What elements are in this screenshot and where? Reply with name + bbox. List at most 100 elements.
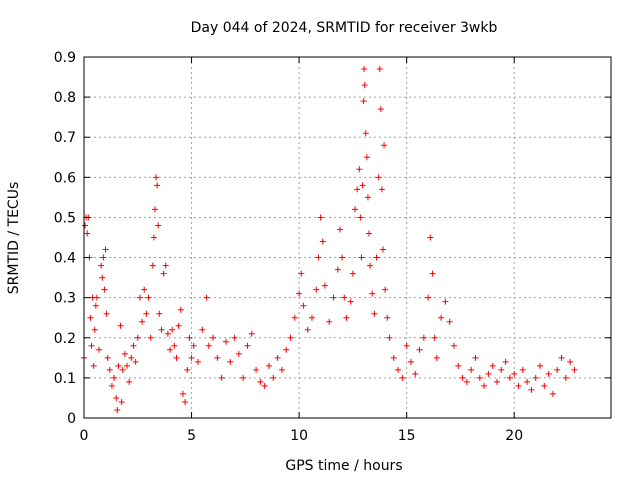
data-point [558, 354, 565, 361]
data-point [102, 246, 109, 253]
data-point [361, 82, 368, 89]
data-point [319, 238, 326, 245]
tick-labels: 0 0.1 0.2 0.3 0.4 0.5 0.6 0.7 0.8 0.9 0 5 10 15 20 [54, 50, 523, 444]
data-point [359, 182, 366, 189]
data-point [364, 194, 371, 201]
y-tick-label: 0.7 [54, 130, 76, 146]
data-point [373, 254, 380, 261]
data-point [156, 310, 163, 317]
data-point [149, 262, 156, 269]
grid-lines [84, 57, 611, 418]
data-point [117, 322, 124, 329]
data-point [139, 318, 146, 325]
data-point [84, 230, 91, 237]
data-point [186, 334, 193, 341]
x-tick-label: 5 [187, 428, 196, 444]
x-axis-label: GPS time / hours [285, 458, 402, 474]
data-point [511, 370, 518, 377]
data-point [111, 374, 118, 381]
data-point [222, 338, 229, 345]
data-point [304, 326, 311, 333]
chart-title: Day 044 of 2024, SRMTID for receiver 3wk… [191, 20, 498, 36]
data-point [130, 342, 137, 349]
data-point [362, 130, 369, 137]
data-point [356, 166, 363, 173]
data-point [203, 294, 210, 301]
data-point [367, 262, 374, 269]
y-tick-label: 0.6 [54, 170, 76, 186]
data-point [541, 382, 548, 389]
data-point [244, 342, 251, 349]
data-point [115, 362, 122, 369]
y-tick-label: 0.5 [54, 210, 76, 226]
data-point [528, 386, 535, 393]
data-point [395, 366, 402, 373]
data-point [352, 206, 359, 213]
data-point [376, 66, 383, 73]
data-point [427, 234, 434, 241]
y-tick-label: 0.1 [54, 371, 76, 387]
data-point [278, 366, 285, 373]
data-point [101, 286, 108, 293]
y-tick-label: 0.8 [54, 90, 76, 106]
data-point [218, 374, 225, 381]
data-point [190, 342, 197, 349]
data-point [336, 226, 343, 233]
data-point [113, 394, 120, 401]
data-point [360, 98, 367, 105]
data-point [567, 358, 574, 365]
data-point [91, 326, 98, 333]
data-point [358, 254, 365, 261]
data-point [88, 342, 95, 349]
data-point [205, 342, 212, 349]
data-point [386, 334, 393, 341]
data-point [381, 142, 388, 149]
data-point [270, 374, 277, 381]
data-point [326, 318, 333, 325]
data-point [100, 254, 107, 261]
data-point [231, 334, 238, 341]
data-point [377, 106, 384, 113]
data-point [296, 290, 303, 297]
data-point [283, 346, 290, 353]
data-point [382, 286, 389, 293]
data-point [121, 350, 128, 357]
data-point [92, 302, 99, 309]
data-point [459, 374, 466, 381]
data-point [265, 362, 272, 369]
data-point [162, 262, 169, 269]
data-point [519, 366, 526, 373]
data-point [493, 378, 500, 385]
data-point [82, 222, 89, 229]
data-point [136, 294, 143, 301]
data-point [545, 370, 552, 377]
data-point [532, 374, 539, 381]
data-points [81, 66, 578, 413]
y-tick-label: 0.4 [54, 251, 76, 267]
data-point [425, 294, 432, 301]
data-point [317, 214, 324, 221]
data-point [257, 378, 264, 385]
data-point [261, 382, 268, 389]
data-point [431, 334, 438, 341]
data-point [379, 246, 386, 253]
data-point [195, 358, 202, 365]
data-point [390, 354, 397, 361]
data-point [248, 330, 255, 337]
data-point [291, 314, 298, 321]
data-point [313, 286, 320, 293]
x-tick-label: 10 [290, 428, 308, 444]
data-point [446, 318, 453, 325]
data-point [141, 286, 148, 293]
data-point [104, 354, 111, 361]
data-point [554, 366, 561, 373]
data-point [98, 262, 105, 269]
data-point [481, 382, 488, 389]
data-point [537, 362, 544, 369]
data-point [175, 322, 182, 329]
y-axis-label: SRMTID / TECUs [6, 182, 22, 295]
x-tick-label: 15 [398, 428, 416, 444]
data-point [119, 366, 126, 373]
data-point [151, 206, 158, 213]
data-point [438, 314, 445, 321]
